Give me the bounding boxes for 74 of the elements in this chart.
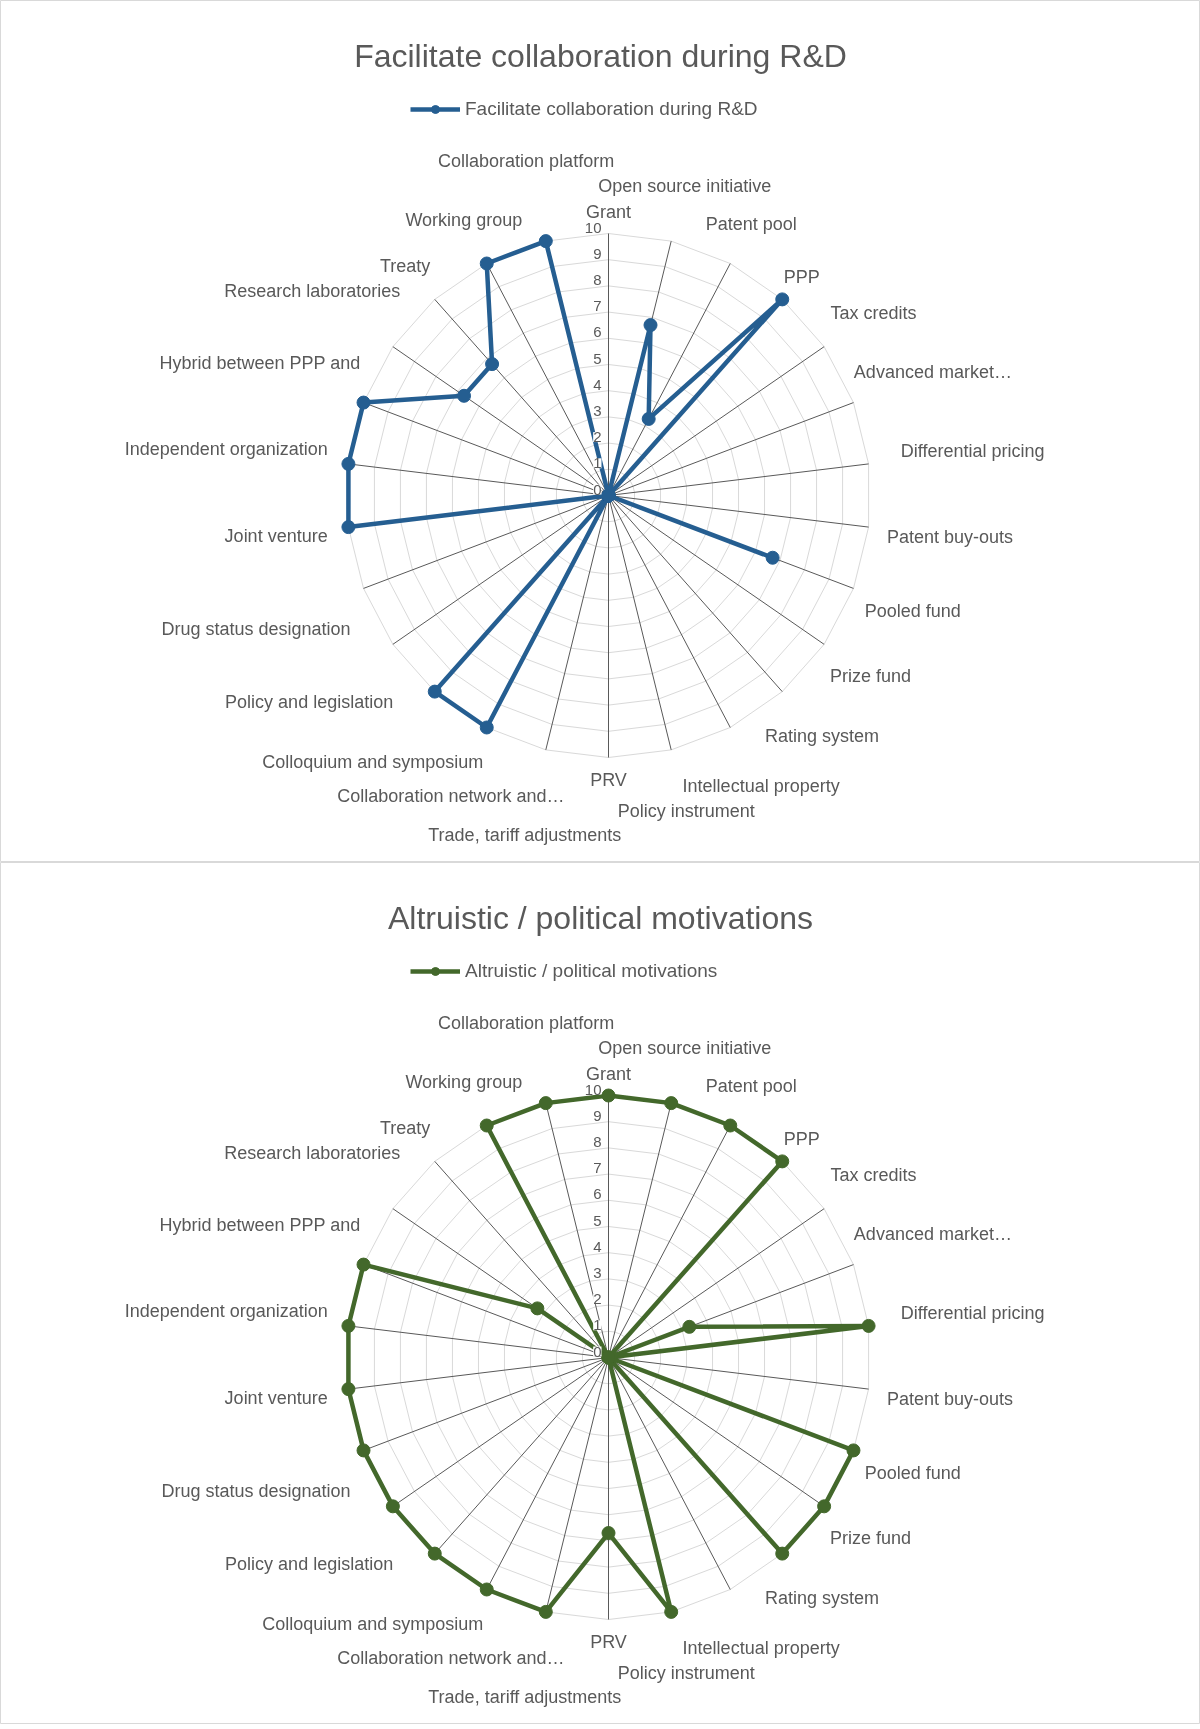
y-tick-label: 3 xyxy=(593,1263,602,1281)
spoke-label: Independent organization xyxy=(124,1301,328,1322)
spoke-label: Joint venture xyxy=(224,525,328,546)
spoke-label: Prize fund xyxy=(829,666,911,687)
chart-title: Facilitate collaboration during R&D xyxy=(354,37,847,74)
spoke-label: Research laboratories xyxy=(224,1143,401,1164)
spoke-label: Colloquium and symposium xyxy=(262,751,484,772)
spoke-label: Tax credits xyxy=(830,302,917,323)
y-tick-label: 7 xyxy=(593,1159,602,1177)
y-tick-label: 2 xyxy=(593,1290,602,1308)
spoke-label: Prize fund xyxy=(829,1528,911,1549)
spoke-label: PPP xyxy=(783,267,820,288)
legend-label: Altruistic / political motivations xyxy=(465,960,718,982)
spoke-label: Pooled fund xyxy=(864,600,961,621)
spoke-label: Rating system xyxy=(764,726,880,747)
spoke-label: Patent buy-outs xyxy=(886,526,1013,547)
y-tick-label: 9 xyxy=(593,1106,602,1124)
spoke-label: Working group xyxy=(405,209,523,230)
spoke-label: Policy and legislation xyxy=(225,692,394,713)
spoke-label: Differential pricing xyxy=(900,441,1045,462)
spoke-label: PPP xyxy=(783,1129,820,1150)
spoke-label: Hybrid between PPP and xyxy=(159,353,361,374)
y-tick-label: 5 xyxy=(593,1211,602,1229)
spoke-label: Treaty xyxy=(380,1118,431,1138)
spoke-label: Joint venture xyxy=(224,1387,328,1408)
spoke-label: Differential pricing xyxy=(900,1303,1045,1324)
spoke-label: Trade, tariff adjustments xyxy=(428,824,622,845)
spoke-label: Trade, tariff adjustments xyxy=(428,1686,622,1707)
spoke-label: Collaboration network and… xyxy=(337,1647,565,1668)
spoke-label: Advanced market… xyxy=(853,1224,1012,1245)
spoke-label: Policy instrument xyxy=(617,1662,755,1683)
y-tick-label: 0 xyxy=(593,1342,602,1360)
y-tick-label: 6 xyxy=(593,1185,602,1203)
spoke-label: Working group xyxy=(405,1071,523,1092)
spoke-label: Hybrid between PPP and xyxy=(159,1215,361,1236)
y-tick-label: 1 xyxy=(593,1316,602,1334)
spoke-label: Tax credits xyxy=(830,1164,917,1185)
y-tick-label: 4 xyxy=(593,1237,602,1255)
spoke-label: Treaty xyxy=(380,256,431,276)
spoke-label: Intellectual property xyxy=(682,1638,840,1659)
spoke-label: Research laboratories xyxy=(224,281,401,302)
y-tick-label: 6 xyxy=(593,323,602,341)
y-tick-label: 9 xyxy=(593,244,602,262)
spoke-label: Collaboration platform xyxy=(438,151,615,172)
y-tick-label: 2 xyxy=(593,428,602,446)
spoke-label: Patent pool xyxy=(705,213,797,234)
y-tick-label: 7 xyxy=(593,297,602,315)
spoke-label: Policy and legislation xyxy=(225,1554,394,1575)
spoke-label: PRV xyxy=(590,769,627,790)
spoke-label: Policy instrument xyxy=(617,800,755,821)
spoke-label: Open source initiative xyxy=(598,1038,772,1059)
spoke-label: Advanced market… xyxy=(853,362,1012,383)
y-tick-label: 0 xyxy=(593,480,602,498)
y-tick-label: 8 xyxy=(593,1132,602,1150)
spoke-label: Pooled fund xyxy=(864,1462,961,1483)
y-tick-label: 4 xyxy=(593,375,602,393)
y-tick-label: 3 xyxy=(593,401,602,419)
y-tick-label: 1 xyxy=(593,454,602,472)
chart-title: Altruistic / political motivations xyxy=(387,899,814,936)
spoke-label: Open source initiative xyxy=(598,176,772,197)
spoke-label: Patent pool xyxy=(705,1075,797,1096)
spoke-label: Drug status designation xyxy=(161,1481,351,1502)
y-tick-label: 5 xyxy=(593,349,602,367)
spoke-label: Independent organization xyxy=(124,439,328,460)
y-tick-label: 8 xyxy=(593,270,602,288)
spoke-label: PRV xyxy=(590,1631,627,1652)
spoke-label: Intellectual property xyxy=(682,776,840,797)
spoke-label: Patent buy-outs xyxy=(886,1388,1013,1409)
spoke-label: Colloquium and symposium xyxy=(262,1613,484,1634)
spoke-label: Collaboration platform xyxy=(438,1013,615,1034)
spoke-label: Collaboration network and… xyxy=(337,785,565,806)
spoke-label: Rating system xyxy=(764,1588,880,1609)
spoke-label: Drug status designation xyxy=(161,619,351,640)
legend-label: Facilitate collaboration during R&D xyxy=(465,98,758,120)
